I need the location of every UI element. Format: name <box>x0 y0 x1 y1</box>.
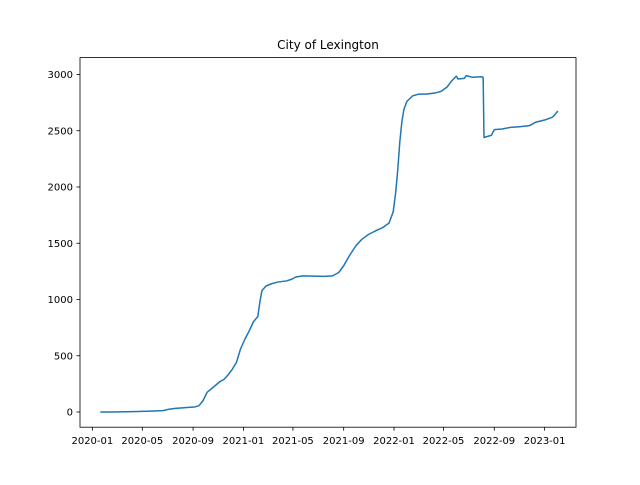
x-tick-label: 2022-01 <box>373 436 415 447</box>
x-axis: 2020-01 2020-05 2020-09 2021-01 2021-05 2021-… <box>71 427 566 447</box>
x-tick-label: 2023-01 <box>524 436 566 447</box>
x-tick-label: 2021-01 <box>223 436 265 447</box>
x-tick-label: 2022-05 <box>423 436 465 447</box>
y-tick-label: 2500 <box>48 126 73 137</box>
y-axis: 0 500 1000 1500 2000 2500 3000 <box>48 70 80 419</box>
y-tick-label: 0 <box>67 408 73 419</box>
y-tick-label: 1500 <box>48 239 73 250</box>
series-line <box>100 74 559 413</box>
x-tick-label: 2021-09 <box>323 436 365 447</box>
x-tick-label: 2021-05 <box>272 436 314 447</box>
y-tick-label: 3000 <box>48 70 73 81</box>
x-tick-label: 2020-09 <box>172 436 214 447</box>
x-tick-label: 2020-01 <box>71 436 113 447</box>
y-tick-label: 2000 <box>48 183 73 194</box>
series-layer <box>100 74 559 413</box>
plot-frame <box>79 57 577 428</box>
y-tick-label: 500 <box>54 351 73 362</box>
x-tick-label: 2020-05 <box>121 436 163 447</box>
x-tick-label: 2022-09 <box>473 436 515 447</box>
chart-title: City of Lexington <box>277 38 379 52</box>
y-tick-label: 1000 <box>48 295 73 306</box>
